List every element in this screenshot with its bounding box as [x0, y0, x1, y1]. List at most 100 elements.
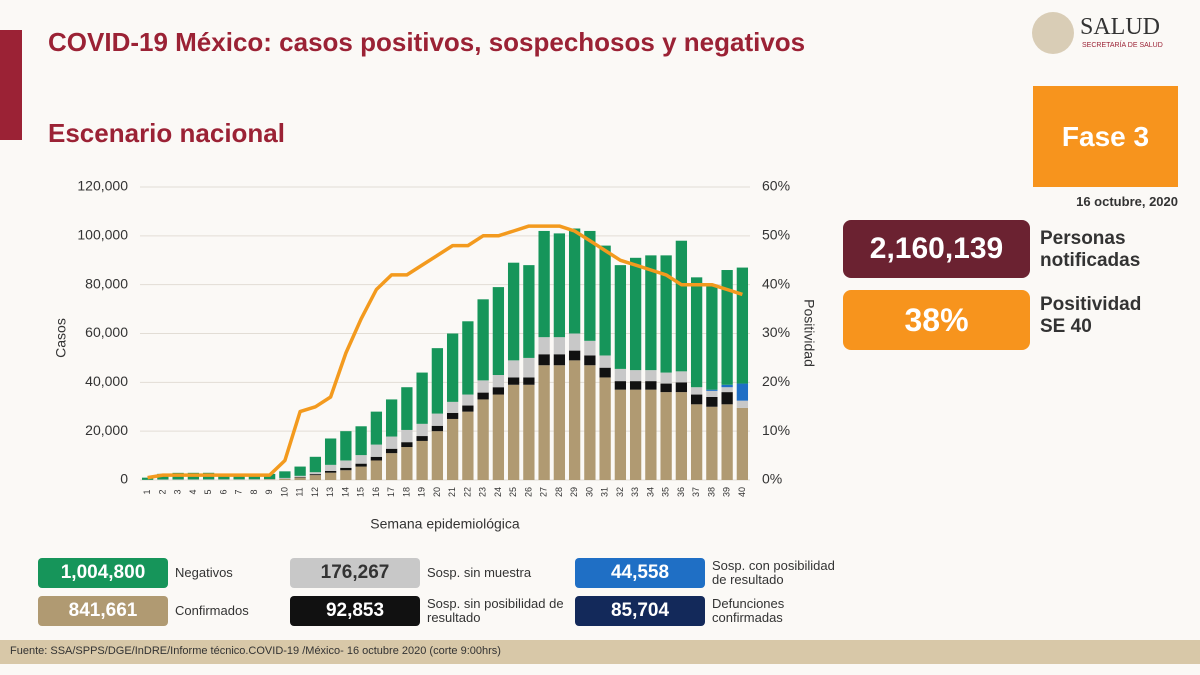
bar-segment [568, 228, 581, 334]
bar-segment [324, 464, 337, 471]
bar-segment [446, 412, 459, 419]
bar-segment [584, 355, 596, 366]
bar-segment [645, 389, 657, 480]
x-tick-label: 15 [356, 487, 366, 497]
x-tick-label: 6 [218, 489, 228, 494]
bar-segment [538, 354, 550, 366]
bar-segment [416, 372, 428, 424]
bar-segment [523, 377, 535, 385]
bar-segment [584, 365, 596, 480]
x-tick-label: 40 [737, 487, 747, 497]
bar-segment [553, 354, 566, 366]
legend-label: Confirmados [175, 603, 249, 618]
notified-box: 2,160,139 [843, 220, 1030, 278]
x-tick-label: 35 [661, 487, 671, 497]
title: COVID-19 México: casos positivos, sospec… [48, 27, 806, 57]
bar-segment [706, 389, 718, 391]
bar-segment [446, 401, 459, 413]
bar-segment [340, 460, 352, 468]
bar-segment [645, 255, 657, 371]
bar-segment [401, 429, 413, 443]
y-tick-label: 120,000 [77, 178, 128, 194]
bar-segment [660, 392, 672, 480]
bar-segment [309, 474, 322, 476]
bar-segment [538, 337, 550, 355]
y-tick-label: 60,000 [85, 324, 128, 340]
x-tick-label: 24 [493, 487, 503, 497]
bar-segment [294, 477, 306, 480]
bar-segment [416, 423, 428, 437]
bar-segment [385, 453, 398, 480]
bar-segment [599, 367, 611, 378]
x-tick-label: 31 [600, 487, 610, 497]
bar-segment [629, 370, 642, 382]
bar-segment [294, 475, 306, 478]
notified-label: Personas notificadas [1040, 228, 1141, 271]
bar-segment [629, 389, 642, 480]
bar-segment [614, 381, 627, 390]
x-tick-label: 4 [188, 489, 198, 494]
bar-segment [431, 425, 444, 432]
bar-segment [492, 387, 505, 395]
x-tick-label: 29 [569, 487, 579, 497]
bar-segment [431, 413, 444, 426]
bar-segment [462, 394, 474, 406]
x-tick-label: 18 [401, 487, 411, 497]
bar-segment [370, 460, 383, 480]
x-tick-label: 14 [340, 487, 350, 497]
bar-segment [370, 456, 383, 461]
bar-segment [279, 471, 291, 478]
subtitle: Escenario nacional [48, 118, 285, 148]
bar-segment [462, 321, 474, 395]
legend-label: Negativos [175, 565, 233, 580]
x-tick-label: 17 [386, 487, 396, 497]
total-box: 176,267 [290, 558, 420, 588]
bar-segment [477, 380, 489, 393]
x-tick-label: 26 [523, 487, 533, 497]
bar-segment [477, 392, 489, 400]
x-tick-label: 37 [691, 487, 701, 497]
y-axis-label: Casos [53, 318, 69, 358]
bar-segment [279, 477, 291, 479]
legend-label: Sosp. con posibilidad de resultado [712, 558, 835, 587]
bar-segment [309, 475, 322, 480]
bar-segment [340, 467, 352, 471]
x-tick-label: 19 [417, 487, 427, 497]
bar-segment [385, 399, 398, 437]
bar-segment [401, 447, 413, 480]
bar-segment [507, 360, 520, 378]
bar-segment [370, 411, 383, 445]
bar-segment [355, 455, 367, 464]
bar-segment [706, 396, 718, 407]
y-tick-label: 0 [120, 471, 128, 487]
x-tick-label: 39 [722, 487, 732, 497]
y2-tick-label: 0% [762, 471, 782, 487]
bar-segment [584, 230, 596, 341]
bar-segment [736, 400, 749, 408]
total-box: 85,704 [575, 596, 705, 626]
logo-emblem [1032, 12, 1074, 54]
bar-segment [675, 240, 688, 372]
bar-segment [340, 431, 352, 461]
x-tick-label: 2 [157, 489, 167, 494]
total-box: 92,853 [290, 596, 420, 626]
bar-segment [141, 477, 154, 480]
bar-segment [385, 448, 398, 454]
accent-bar [0, 30, 22, 140]
bar-segment [675, 371, 688, 383]
bar-segment [645, 370, 657, 382]
bar-segment [690, 404, 703, 480]
legend-label: Defunciones confirmadas [712, 596, 785, 625]
bar-segment [340, 470, 352, 480]
bar-segment [294, 466, 306, 476]
x-tick-label: 7 [234, 489, 244, 494]
bar-segment [523, 384, 535, 480]
bar-segment [553, 365, 566, 480]
x-tick-label: 11 [295, 487, 305, 496]
bar-segment [599, 355, 611, 368]
bar-segment [401, 442, 413, 448]
bar-segment [324, 472, 337, 480]
x-tick-label: 8 [249, 489, 259, 494]
